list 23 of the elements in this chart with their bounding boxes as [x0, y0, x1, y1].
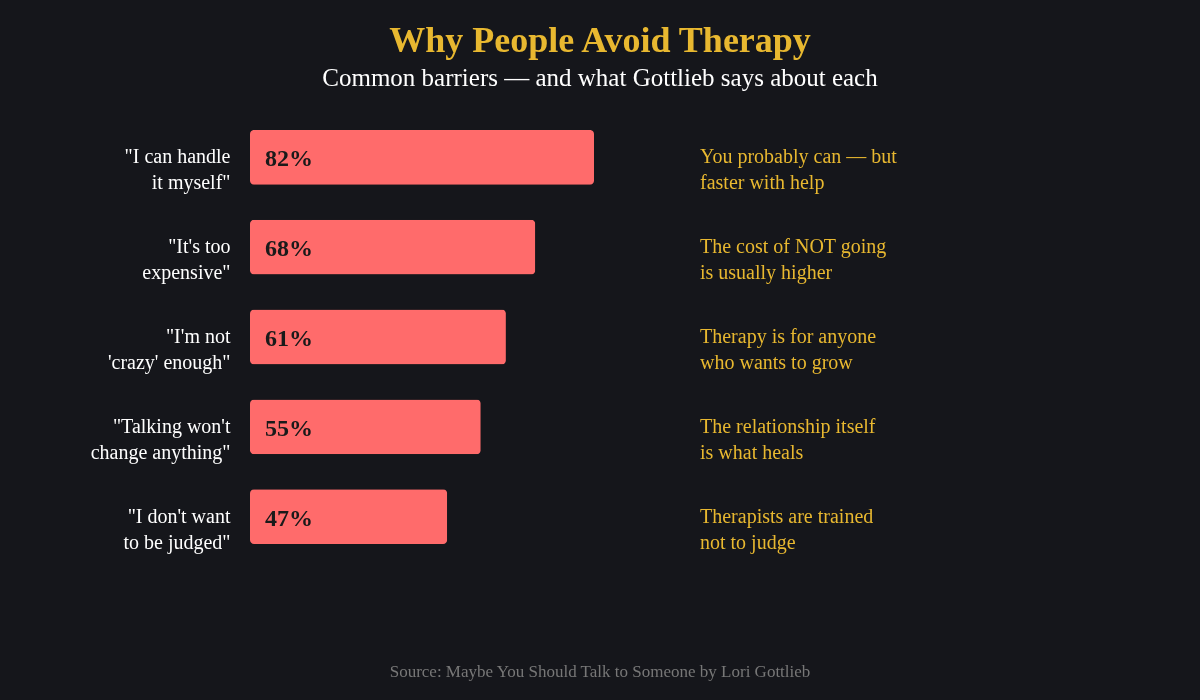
y-tick-label: "I'm not 'crazy' enough": [107, 325, 231, 374]
y-tick-label: "I don't want to be judged": [123, 504, 231, 554]
data-label: 47%: [265, 504, 313, 531]
data-label: 55%: [265, 414, 313, 441]
bar: [250, 399, 481, 455]
data-label: 68%: [265, 235, 313, 262]
source-note: Source: Maybe You Should Talk to Someone by Lori Gottlieb: [389, 662, 811, 681]
text: The relationship itself is what heals: [700, 414, 876, 463]
bar: [250, 489, 448, 545]
text: The cost of NOT going is usually higher: [700, 235, 887, 285]
y-tick-label: "It's too expensive": [142, 235, 231, 285]
y-tick-label: "Talking won't change anything": [90, 414, 231, 464]
bar: [250, 309, 506, 365]
data-label: 61%: [265, 325, 313, 351]
chart-title: Why People Avoid Therapy: [389, 20, 811, 60]
text: Therapy is for anyone who wants to grow: [700, 325, 877, 374]
bar: [250, 219, 536, 275]
y-tick-label: "I can handle it myself": [124, 145, 231, 195]
bar: [250, 129, 594, 185]
data-label: 82%: [265, 145, 313, 172]
chart-subtitle: Common barriers — and what Gottlieb says about each: [322, 64, 879, 91]
text: You probably can — but faster with help: [700, 145, 898, 195]
text: Therapists are trained not to judge: [700, 504, 874, 554]
